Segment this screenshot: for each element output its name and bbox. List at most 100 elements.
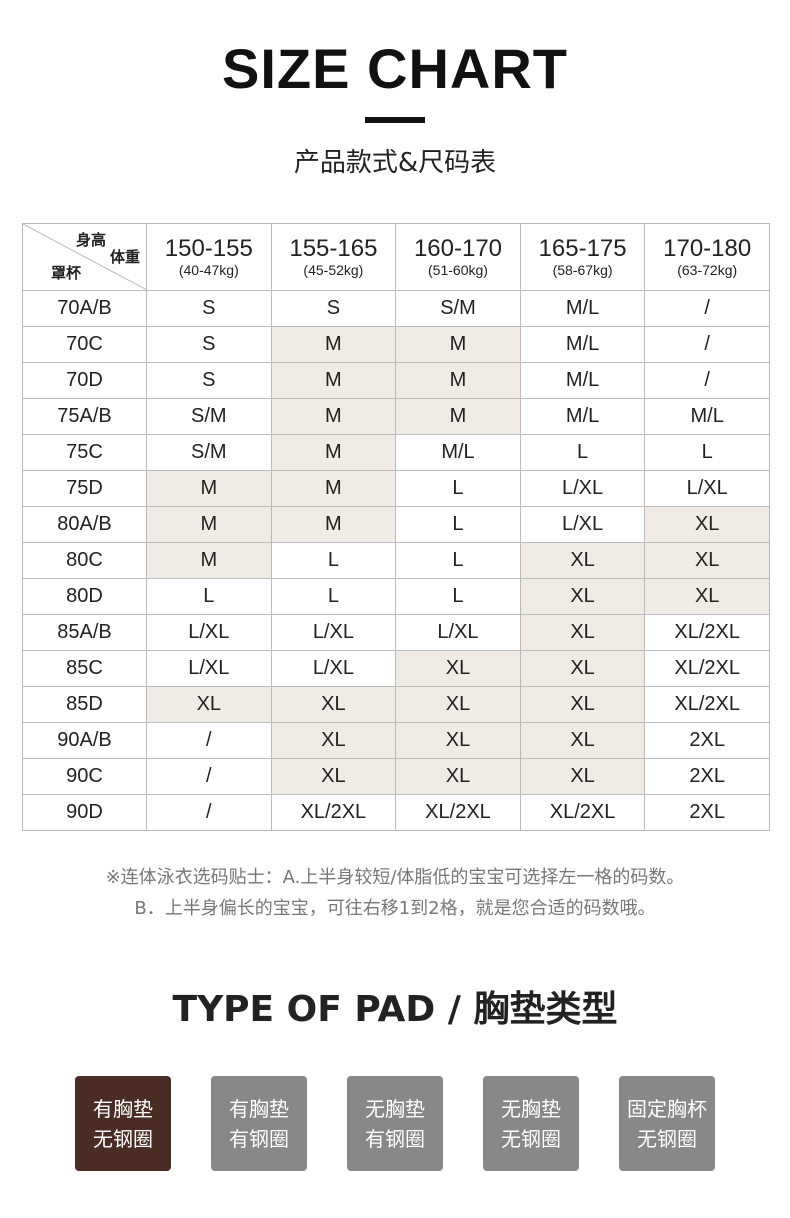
table-row: 90C / XL XL XL 2XL	[22, 758, 770, 795]
cup-size-cell: 70D	[22, 362, 147, 399]
table-row: 70A/B S S S/M M/L /	[22, 290, 770, 327]
size-cell: M	[395, 362, 521, 399]
size-cell: M/L	[395, 434, 521, 471]
size-cell: XL	[395, 722, 521, 759]
size-cell: L	[519, 434, 646, 471]
size-cell: M	[395, 326, 521, 363]
size-cell: S/M	[146, 398, 272, 435]
cup-size-cell: 80C	[22, 542, 147, 579]
size-cell: L/XL	[270, 650, 397, 687]
cup-size-cell: 70C	[22, 326, 147, 363]
size-cell: XL	[644, 578, 770, 615]
column-header: 160-170 (51-60kg)	[395, 223, 521, 291]
size-cell: M	[270, 326, 397, 363]
pad-type-option[interactable]: 无胸垫 无钢圈	[483, 1076, 579, 1171]
size-cell: M	[270, 398, 397, 435]
size-cell: XL	[519, 542, 646, 579]
size-cell: L/XL	[519, 470, 646, 507]
height-range: 165-175	[538, 235, 627, 262]
size-cell: S	[146, 326, 272, 363]
size-cell: XL	[519, 722, 646, 759]
size-cell: M	[146, 542, 272, 579]
pad-option-line1: 有胸垫	[93, 1096, 153, 1121]
size-cell: L	[146, 578, 272, 615]
table-header-row: 身高 体重 罩杯 150-155 (40-47kg) 155-165 (45-52kg…	[22, 223, 770, 291]
pad-type-option[interactable]: 固定胸杯 无钢圈	[619, 1076, 715, 1171]
pad-option-line1: 固定胸杯	[627, 1096, 707, 1121]
size-cell: XL/2XL	[519, 794, 646, 831]
size-cell: M	[270, 506, 397, 543]
size-cell: XL	[519, 614, 646, 651]
cup-size-cell: 85C	[22, 650, 147, 687]
pad-option-line2: 无钢圈	[93, 1126, 153, 1151]
table-row: 90A/B / XL XL XL 2XL	[22, 722, 770, 759]
pad-option-line2: 无钢圈	[501, 1126, 561, 1151]
size-cell: XL	[519, 686, 646, 723]
table-row: 75C S/M M M/L L L	[22, 434, 770, 471]
pad-type-option[interactable]: 有胸垫 无钢圈	[75, 1076, 171, 1171]
size-cell: M/L	[519, 362, 646, 399]
weight-range: (58-67kg)	[552, 262, 613, 278]
size-cell: XL/2XL	[395, 794, 521, 831]
weight-range: (51-60kg)	[428, 262, 488, 278]
table-row: 70C S M M M/L /	[22, 326, 770, 363]
pad-type-option[interactable]: 无胸垫 有钢圈	[347, 1076, 443, 1171]
cup-size-cell: 90D	[22, 794, 147, 831]
size-cell: XL	[644, 542, 770, 579]
size-cell: XL/2XL	[644, 614, 770, 651]
cup-size-cell: 80A/B	[22, 506, 147, 543]
height-range: 150-155	[164, 235, 253, 262]
size-cell: L	[395, 578, 521, 615]
size-cell: XL/2XL	[644, 686, 770, 723]
title-divider	[365, 117, 425, 123]
size-cell: XL/2XL	[270, 794, 397, 831]
size-cell: S/M	[146, 434, 272, 471]
table-row: 80C M L L XL XL	[22, 542, 770, 579]
weight-range: (40-47kg)	[178, 262, 239, 278]
size-cell: 2XL	[644, 722, 770, 759]
size-cell: /	[644, 326, 770, 363]
diagonal-line	[23, 224, 146, 290]
size-cell: L/XL	[644, 470, 770, 507]
size-cell: S	[270, 290, 397, 327]
size-cell: XL/2XL	[644, 650, 770, 687]
pad-option-line1: 无胸垫	[501, 1096, 561, 1121]
height-range: 170-180	[663, 235, 752, 262]
height-range: 160-170	[413, 235, 503, 262]
table-row: 80D L L L XL XL	[22, 578, 770, 615]
size-cell: XL	[146, 686, 272, 723]
size-cell: XL	[519, 758, 646, 795]
column-header: 170-180 (63-72kg)	[644, 223, 770, 291]
size-chart-table: 身高 体重 罩杯 150-155 (40-47kg) 155-165 (45-52kg…	[22, 223, 770, 831]
size-cell: XL	[270, 686, 397, 723]
pad-type-title: TYPE OF PAD / 胸垫类型	[172, 989, 618, 1030]
weight-label: 体重	[109, 249, 140, 266]
pad-type-option[interactable]: 有胸垫 有钢圈	[211, 1076, 307, 1171]
size-cell: XL	[519, 650, 646, 687]
cup-size-cell: 75A/B	[22, 398, 147, 435]
size-cell: XL	[395, 758, 521, 795]
size-cell: L/XL	[395, 614, 521, 651]
cup-size-cell: 80D	[22, 578, 147, 615]
size-cell: M	[146, 470, 272, 507]
weight-range: (63-72kg)	[677, 262, 738, 278]
size-cell: M/L	[519, 326, 646, 363]
table-row: 85A/B L/XL L/XL L/XL XL XL/2XL	[22, 614, 770, 651]
size-cell: L/XL	[146, 614, 272, 651]
table-row: 85C L/XL L/XL XL XL XL/2XL	[22, 650, 770, 687]
size-cell: M	[270, 470, 397, 507]
size-cell: XL	[644, 506, 770, 543]
size-cell: XL	[395, 686, 521, 723]
size-cell: 2XL	[644, 758, 770, 795]
weight-range: (45-52kg)	[303, 262, 364, 278]
size-cell: L	[270, 578, 397, 615]
size-cell: M/L	[644, 398, 770, 435]
pad-option-line2: 有钢圈	[365, 1126, 425, 1151]
size-cell: M	[270, 362, 397, 399]
cup-size-cell: 90A/B	[22, 722, 147, 759]
table-row: 85D XL XL XL XL XL/2XL	[22, 686, 770, 723]
size-cell: /	[644, 290, 770, 327]
size-tip-a: ※连体泳衣选码贴士：A.上半身较短/体脂低的宝宝可选择左一格的码数。	[105, 867, 685, 888]
cup-size-cell: 85D	[22, 686, 147, 723]
table-row: 80A/B M M L L/XL XL	[22, 506, 770, 543]
